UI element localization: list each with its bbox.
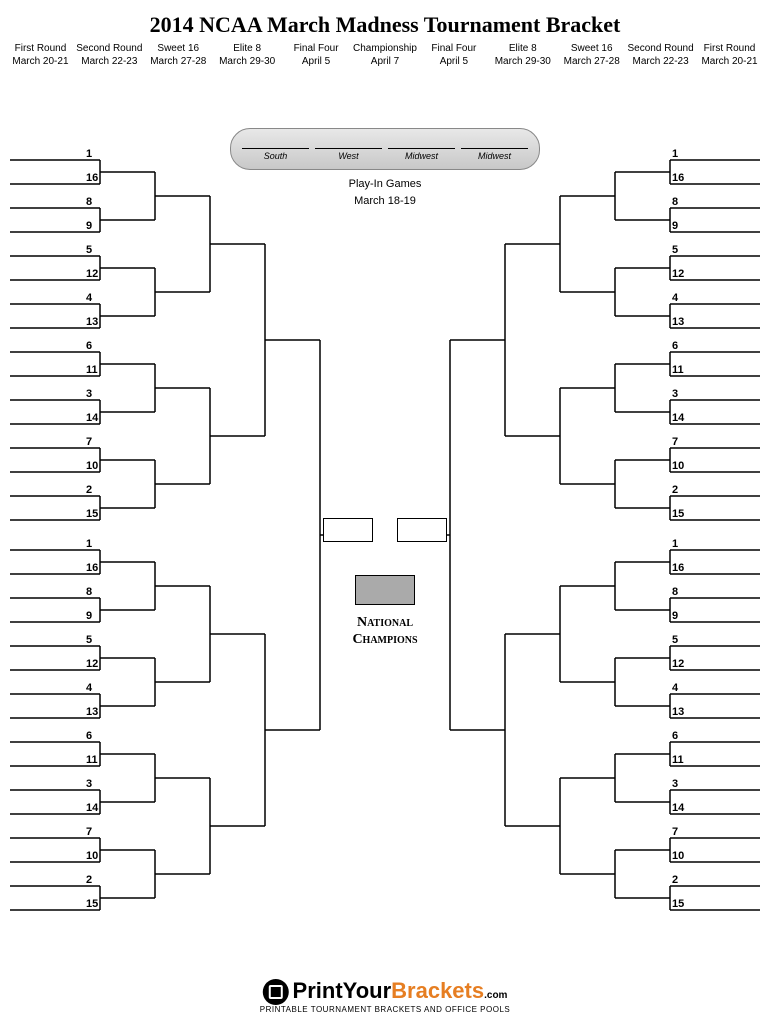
seed-label: 8 — [672, 196, 678, 208]
page-title: 2014 NCAA March Madness Tournament Brack… — [0, 0, 770, 38]
seed-label: 6 — [672, 340, 678, 352]
seed-label: 16 — [86, 172, 98, 184]
round-col: First RoundMarch 20-21 — [6, 42, 75, 68]
round-col: Sweet 16March 27-28 — [557, 42, 626, 68]
champion-box — [355, 575, 415, 605]
seed-label: 2 — [672, 484, 678, 496]
seed-label: 5 — [86, 244, 92, 256]
seed-label: 3 — [86, 388, 92, 400]
seed-label: 5 — [672, 634, 678, 646]
seed-label: 9 — [86, 220, 92, 232]
seed-label: 16 — [672, 172, 684, 184]
seed-label: 6 — [86, 340, 92, 352]
bracket-diagram — [0, 130, 770, 980]
final-four-box-left — [323, 518, 373, 542]
seed-label: 16 — [672, 562, 684, 574]
seed-label: 13 — [672, 316, 684, 328]
seed-label: 12 — [672, 268, 684, 280]
seed-label: 6 — [86, 730, 92, 742]
rounds-header: First RoundMarch 20-21 Second RoundMarch… — [0, 38, 770, 68]
seed-label: 14 — [86, 412, 98, 424]
seed-label: 15 — [672, 508, 684, 520]
seed-label: 7 — [86, 826, 92, 838]
seed-label: 13 — [86, 706, 98, 718]
final-four-box-right — [397, 518, 447, 542]
seed-label: 2 — [672, 874, 678, 886]
seed-label: 12 — [86, 268, 98, 280]
seed-label: 4 — [86, 682, 92, 694]
seed-label: 14 — [86, 802, 98, 814]
seed-label: 10 — [86, 850, 98, 862]
logo: PrintYourBrackets.com PRINTABLE TOURNAME… — [260, 978, 510, 1014]
seed-label: 14 — [672, 412, 684, 424]
seed-label: 9 — [86, 610, 92, 622]
seed-label: 8 — [672, 586, 678, 598]
round-col: Second RoundMarch 22-23 — [626, 42, 695, 68]
round-col: Second RoundMarch 22-23 — [75, 42, 144, 68]
seed-label: 2 — [86, 874, 92, 886]
round-col: First RoundMarch 20-21 — [695, 42, 764, 68]
seed-label: 2 — [86, 484, 92, 496]
seed-label: 7 — [672, 436, 678, 448]
seed-label: 15 — [86, 898, 98, 910]
seed-label: 13 — [672, 706, 684, 718]
seed-label: 8 — [86, 586, 92, 598]
seed-label: 11 — [86, 754, 98, 766]
seed-label: 8 — [86, 196, 92, 208]
seed-label: 9 — [672, 610, 678, 622]
seed-label: 1 — [672, 148, 678, 160]
seed-label: 15 — [672, 898, 684, 910]
round-col: Elite 8March 29-30 — [213, 42, 282, 68]
seed-label: 13 — [86, 316, 98, 328]
seed-label: 4 — [86, 292, 92, 304]
seed-label: 11 — [86, 364, 98, 376]
seed-label: 7 — [672, 826, 678, 838]
seed-label: 1 — [86, 538, 92, 550]
seed-label: 1 — [86, 148, 92, 160]
bracket-icon — [263, 979, 289, 1005]
seed-label: 14 — [672, 802, 684, 814]
seed-label: 15 — [86, 508, 98, 520]
seed-label: 10 — [86, 460, 98, 472]
round-col: Sweet 16March 27-28 — [144, 42, 213, 68]
seed-label: 11 — [672, 364, 684, 376]
seed-label: 3 — [86, 778, 92, 790]
seed-label: 5 — [86, 634, 92, 646]
champion-label: National Champions — [352, 615, 417, 649]
seed-label: 9 — [672, 220, 678, 232]
seed-label: 7 — [86, 436, 92, 448]
seed-label: 12 — [86, 658, 98, 670]
round-col: Final FourApril 5 — [419, 42, 488, 68]
seed-label: 5 — [672, 244, 678, 256]
seed-label: 3 — [672, 778, 678, 790]
seed-label: 3 — [672, 388, 678, 400]
round-col: Elite 8March 29-30 — [488, 42, 557, 68]
seed-label: 4 — [672, 292, 678, 304]
seed-label: 4 — [672, 682, 678, 694]
round-col: Final FourApril 5 — [282, 42, 351, 68]
seed-label: 12 — [672, 658, 684, 670]
seed-label: 6 — [672, 730, 678, 742]
seed-label: 11 — [672, 754, 684, 766]
seed-label: 16 — [86, 562, 98, 574]
seed-label: 10 — [672, 850, 684, 862]
seed-label: 1 — [672, 538, 678, 550]
seed-label: 10 — [672, 460, 684, 472]
round-col: ChampionshipApril 7 — [351, 42, 420, 68]
